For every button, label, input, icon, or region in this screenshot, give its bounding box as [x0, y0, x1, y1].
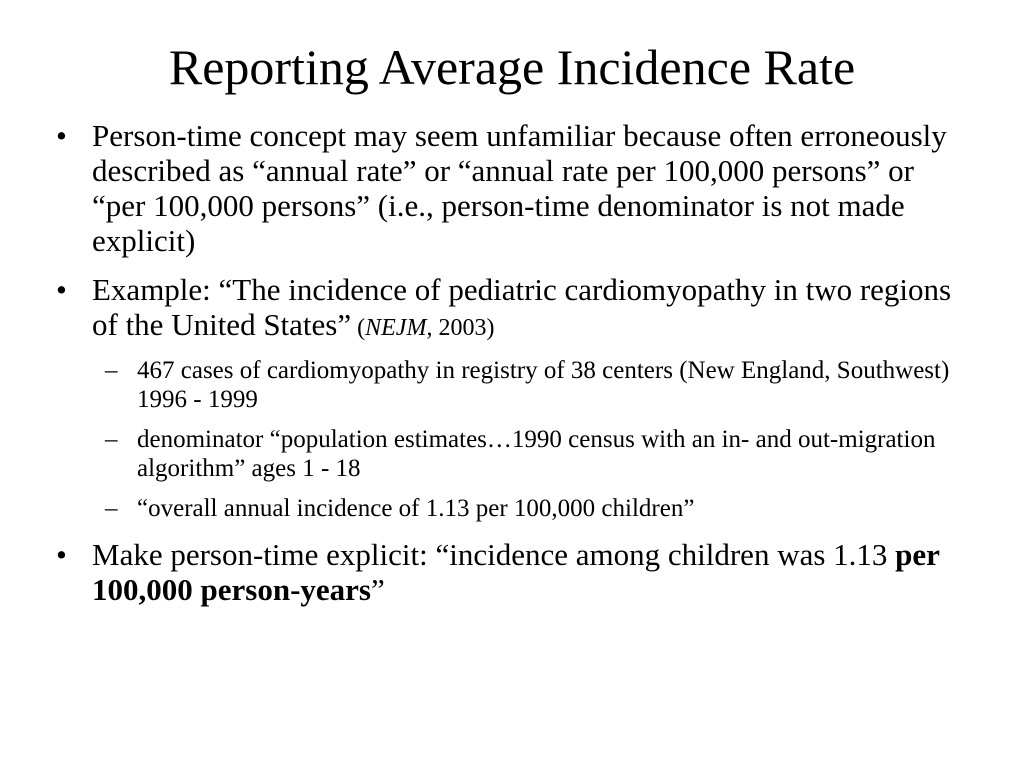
- bullet-text: Example: “The incidence of pediatric car…: [92, 272, 952, 342]
- slide-title: Reporting Average Incidence Rate: [168, 39, 856, 95]
- sub-bullet-text: denominator “population estimates…1990 c…: [137, 426, 936, 482]
- sub-bullet-denominator: – denominator “population estimates…1990…: [92, 425, 972, 483]
- bullet-example: • Example: “The incidence of pediatric c…: [52, 272, 972, 523]
- citation-open: (: [351, 315, 366, 341]
- sub-bullet-text: “overall annual incidence of 1.13 per 10…: [137, 495, 695, 522]
- bullet-bold-text: per 100,000 person-years: [92, 537, 940, 607]
- bullet-marker: •: [56, 537, 67, 572]
- sub-marker: –: [105, 495, 118, 522]
- citation: (NEJM, 2003): [351, 315, 494, 341]
- sub-marker: –: [105, 357, 118, 384]
- sub-bullet-list: – 467 cases of cardiomyopathy in registr…: [92, 356, 972, 523]
- citation-rest: , 2003): [426, 315, 495, 341]
- bullet-text: Make person-time explicit: “incidence am…: [92, 537, 896, 572]
- bullet-end-quote: ”: [370, 572, 385, 607]
- sub-bullet-overall-incidence: – “overall annual incidence of 1.13 per …: [92, 494, 972, 523]
- bullet-marker: •: [56, 118, 67, 153]
- bullet-person-time: • Person-time concept may seem unfamilia…: [52, 118, 972, 258]
- sub-bullet-cases: – 467 cases of cardiomyopathy in registr…: [92, 356, 972, 414]
- bullet-marker: •: [56, 272, 67, 307]
- sub-bullet-text: 467 cases of cardiomyopathy in registry …: [137, 357, 950, 413]
- sub-marker: –: [105, 426, 118, 453]
- bullet-list: • Person-time concept may seem unfamilia…: [52, 118, 972, 621]
- citation-journal: NEJM: [365, 315, 427, 341]
- bullet-make-explicit: • Make person-time explicit: “incidence …: [52, 537, 972, 607]
- bullet-text: Person-time concept may seem unfamiliar …: [92, 118, 947, 258]
